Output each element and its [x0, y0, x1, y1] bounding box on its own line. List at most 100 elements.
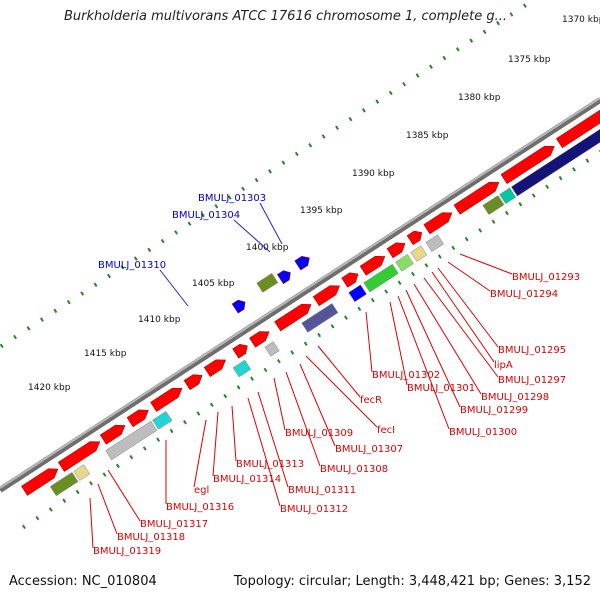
scale-tick [522, 3, 527, 8]
label-leader [299, 363, 336, 447]
label-leader [423, 277, 499, 378]
gene-feature [274, 303, 312, 332]
gene-feature [21, 468, 59, 496]
gene-feature [301, 303, 339, 333]
gene-feature [99, 424, 126, 445]
gene-feature [395, 254, 414, 272]
scale-tick [254, 177, 259, 183]
scale-tick [397, 280, 402, 285]
scale-tick [330, 324, 335, 329]
scale-tick [93, 282, 98, 287]
label-leader [273, 377, 286, 431]
label-leader [107, 469, 141, 522]
scale-label: 1375 kbp [508, 55, 551, 65]
gene-label: BMULJ_01300 [449, 427, 517, 438]
scale-tick [335, 125, 339, 131]
gene-feature [511, 121, 600, 197]
gene-label: BMULJ_01310 [98, 260, 166, 271]
scale-tick [236, 385, 241, 390]
scale-tick [187, 221, 192, 226]
scale-label: 1380 kbp [458, 93, 501, 103]
scale-tick [464, 236, 469, 242]
gene-feature [341, 272, 359, 288]
gene-feature [500, 145, 555, 185]
gene-label: BMULJ_01311 [288, 485, 356, 496]
scale-label: 1395 kbp [300, 206, 343, 216]
scale-tick [388, 90, 393, 96]
gene-feature [294, 256, 310, 271]
scale-tick [241, 186, 246, 192]
gene-feature [150, 387, 183, 412]
gene-feature [555, 109, 600, 149]
scale-label: 1415 kbp [84, 349, 127, 359]
scale-tick [384, 289, 389, 294]
genome-summary-text: Topology: circular; Length: 3,448,421 bp… [233, 574, 591, 589]
scale-tick [183, 420, 187, 425]
gene-label: BMULJ_01309 [285, 428, 353, 439]
gene-label: BMULJ_01298 [481, 392, 549, 403]
gene-feature [312, 285, 341, 307]
scale-tick [572, 167, 576, 172]
gene-feature [183, 374, 203, 391]
scale-tick [174, 230, 179, 235]
gene-feature [453, 181, 500, 215]
label-leader [365, 311, 373, 373]
scale-tick [200, 212, 205, 218]
scale-tick [437, 254, 442, 259]
gene-feature [232, 359, 252, 378]
gene-feature [231, 299, 246, 314]
gene-label: BMULJ_01314 [213, 474, 281, 485]
gene-label: BMULJ_01313 [236, 459, 304, 470]
gene-feature [73, 464, 91, 481]
map-title: Burkholderia multivorans ATCC 17616 chro… [64, 9, 507, 24]
scale-label: 1400 kbp [246, 243, 289, 253]
scale-tick [451, 245, 456, 251]
label-leaders [89, 202, 513, 549]
label-leader [193, 419, 207, 488]
scale-tick [281, 160, 286, 165]
gene-label: BMULJ_01302 [372, 370, 440, 381]
gene-label: fecI [377, 425, 395, 436]
gene-label: BMULJ_01299 [460, 405, 528, 416]
label-leader [259, 202, 283, 245]
backbone [0, 97, 600, 493]
gene-label: BMULJ_01307 [335, 444, 403, 455]
label-leader [437, 267, 499, 348]
scale-tick [35, 515, 40, 521]
label-leader [413, 283, 482, 395]
scale-tick [442, 55, 447, 61]
gene-label: BMULJ_01312 [280, 504, 348, 515]
scale-tick [53, 308, 58, 314]
scale-tick [411, 271, 415, 277]
gene-feature [406, 230, 423, 246]
gene-label: lipA [494, 360, 513, 371]
label-leader [285, 371, 321, 467]
gene-feature [359, 255, 386, 276]
scale-tick [62, 498, 67, 503]
gene-feature [152, 411, 173, 430]
scale-tick [361, 108, 366, 113]
scale-label: 1370 kbp [562, 15, 600, 25]
scale-tick [303, 341, 308, 346]
label-leader [447, 261, 491, 292]
scale-tick [491, 219, 496, 224]
gene-feature [105, 420, 158, 461]
scale-tick [518, 202, 523, 207]
scale-tick [129, 454, 134, 460]
scale-tick [482, 29, 487, 35]
scale-label: 1405 kbp [192, 279, 235, 289]
gene-label: BMULJ_01301 [407, 383, 475, 394]
scale-tick [455, 47, 460, 52]
scale-tick [120, 265, 125, 270]
label-leader [159, 269, 189, 307]
gene-label: BMULJ_01317 [140, 519, 208, 530]
label-leader [231, 405, 237, 462]
gene-feature [410, 245, 428, 262]
gene-label: BMULJ_01295 [498, 345, 566, 356]
scale-label: 1410 kbp [138, 315, 181, 325]
gene-labels: BMULJ_01303 BMULJ_01304 BMULJ_01310 BMULJ_0… [93, 193, 580, 557]
scale-tick [308, 143, 313, 148]
gene-label: BMULJ_01316 [166, 502, 234, 513]
scale-tick [478, 228, 483, 233]
scale-tick [531, 193, 536, 198]
